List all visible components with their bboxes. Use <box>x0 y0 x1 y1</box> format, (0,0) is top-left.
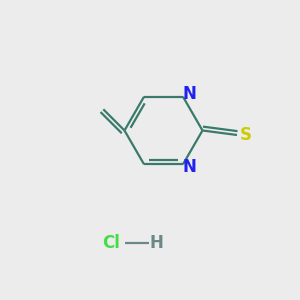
Text: N: N <box>183 85 196 103</box>
Text: S: S <box>240 126 252 144</box>
Text: Cl: Cl <box>102 234 120 252</box>
Text: H: H <box>149 234 163 252</box>
Text: N: N <box>183 158 196 176</box>
